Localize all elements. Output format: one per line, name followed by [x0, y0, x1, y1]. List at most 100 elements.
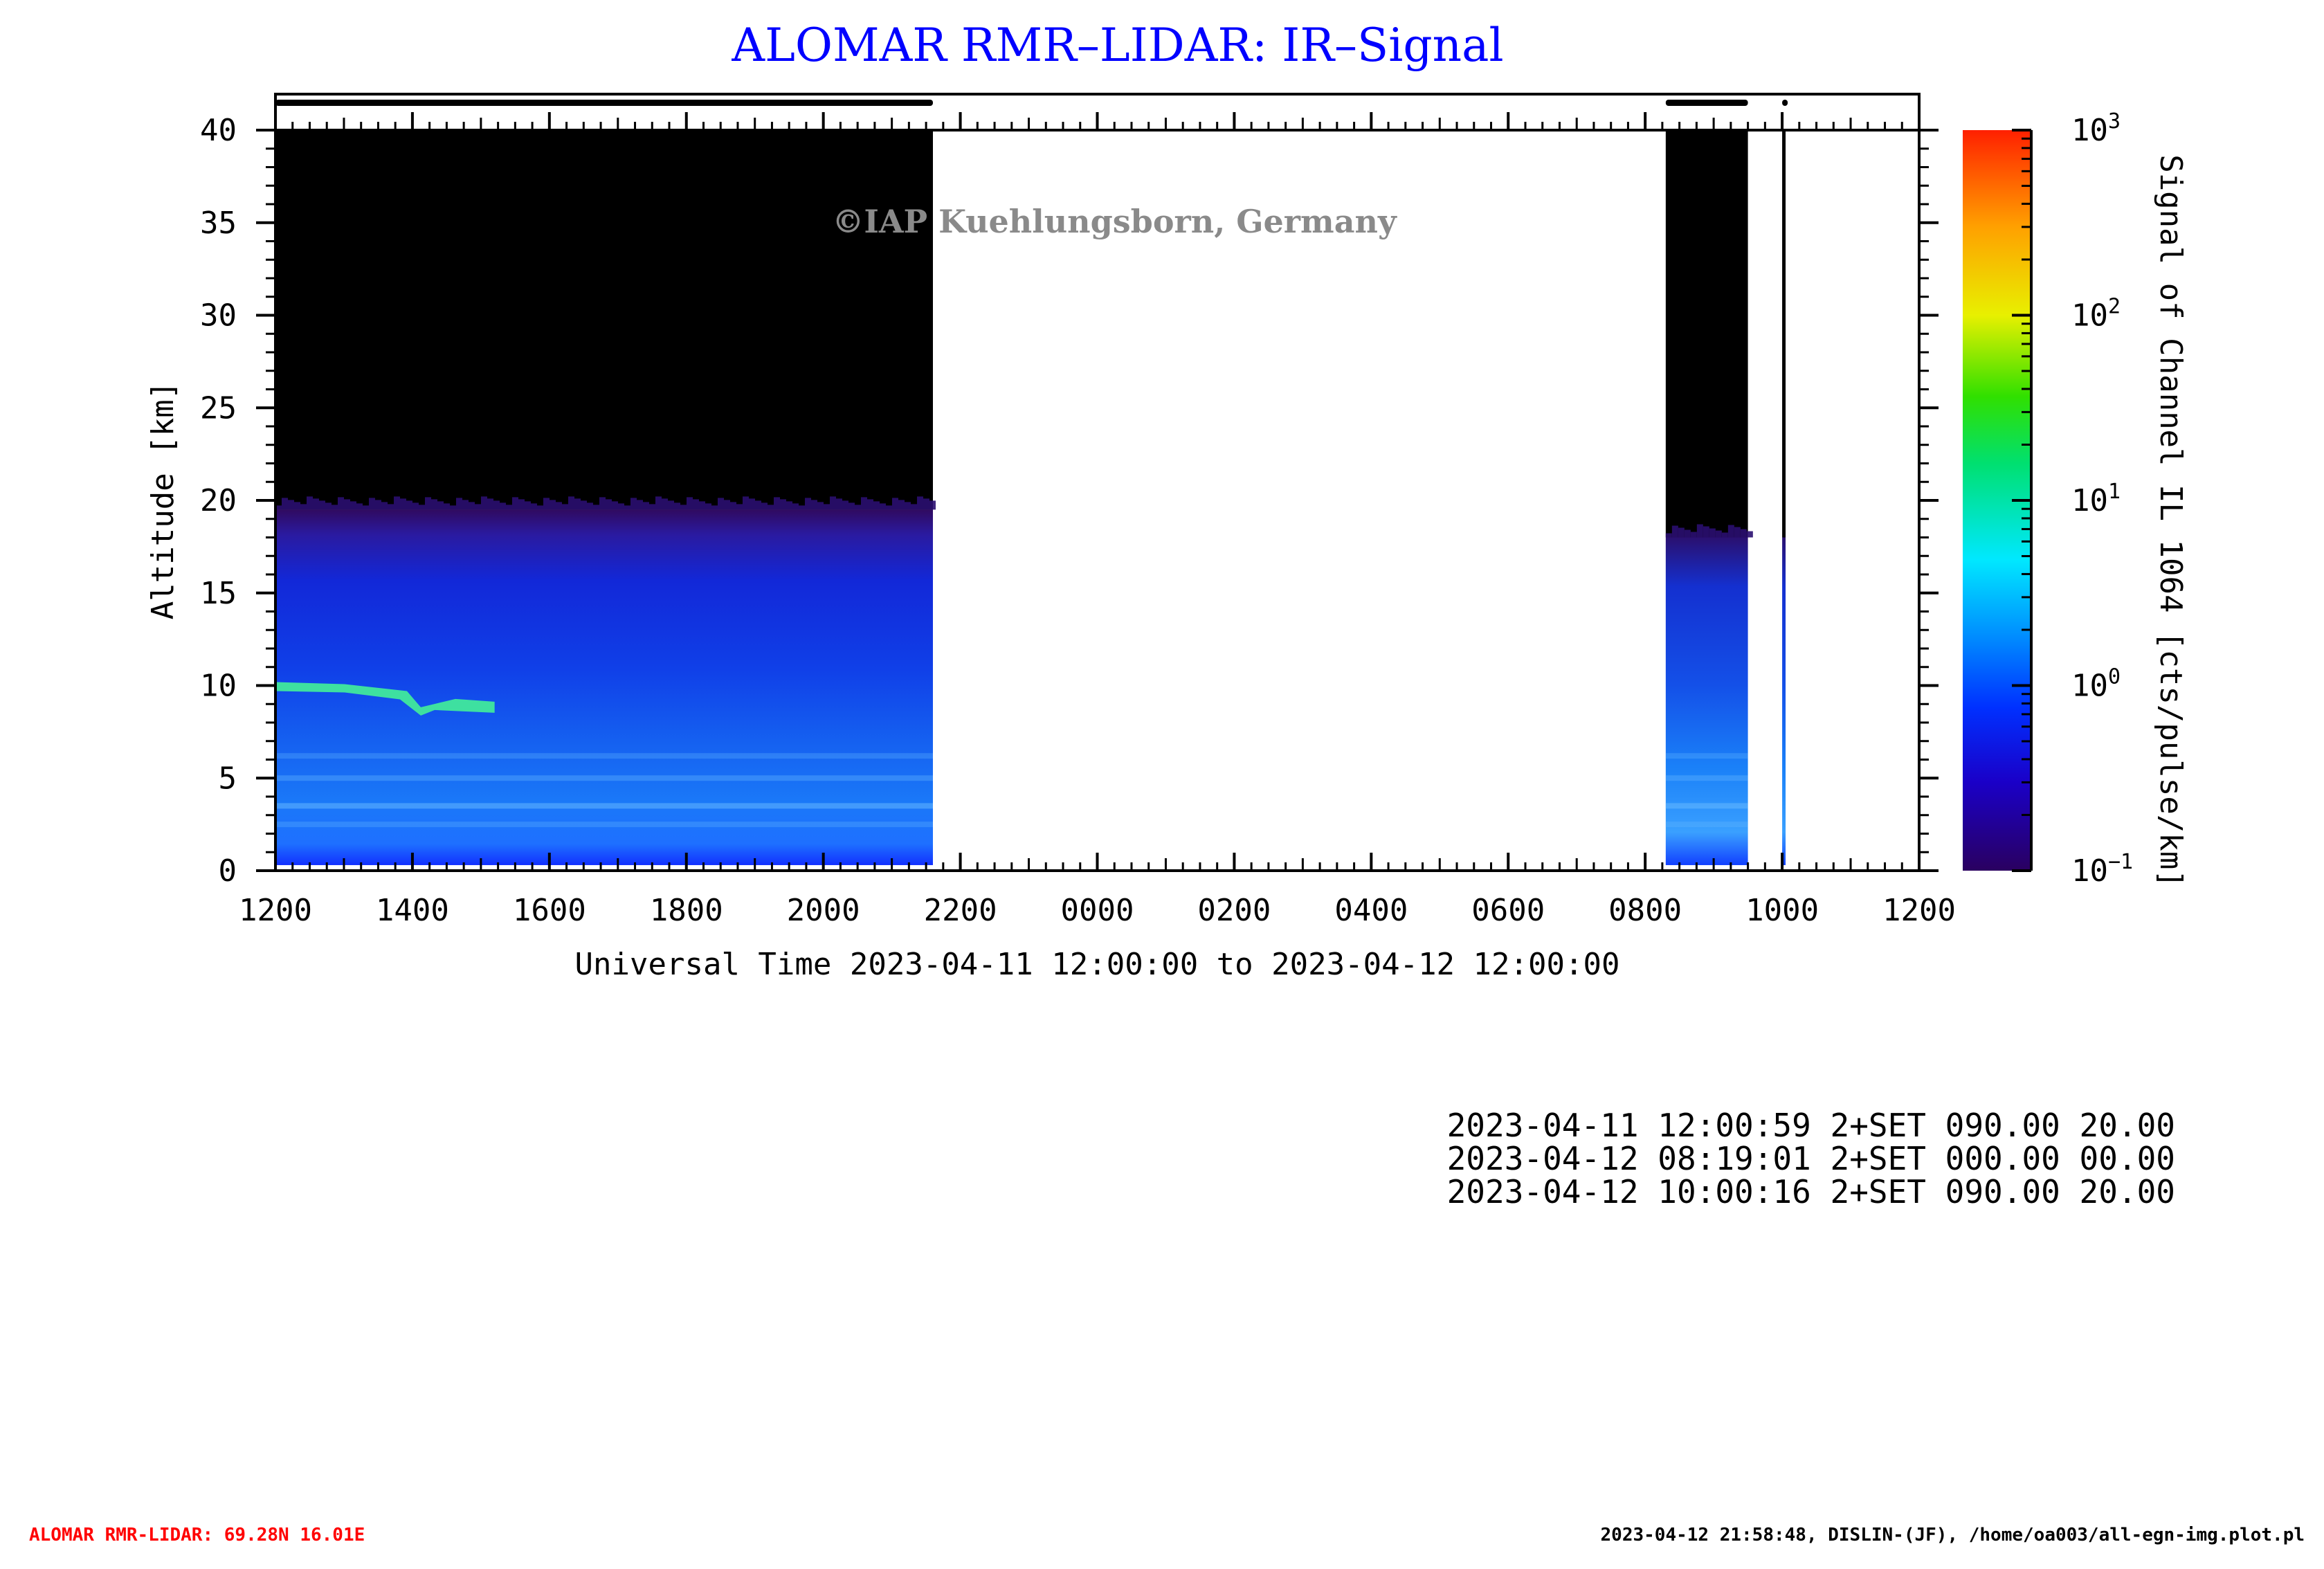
signal-edge [1734, 527, 1741, 538]
signal-edge [668, 500, 674, 510]
signal-edge [662, 498, 668, 510]
measurement-no-signal [1782, 130, 1786, 538]
signal-edge [898, 500, 905, 510]
signal-edge [363, 505, 369, 510]
signal-edge [469, 502, 475, 510]
signal-edge [724, 500, 730, 510]
signal-edge [562, 504, 568, 510]
x-tick-label: 0200 [1197, 893, 1271, 928]
measurement-indicator [1782, 100, 1788, 106]
signal-edge [718, 498, 724, 510]
signal-edge [848, 502, 855, 510]
signal-edge [462, 500, 469, 510]
signal-edge [1690, 532, 1697, 538]
signal-edge [475, 504, 481, 510]
signal-edge [655, 496, 662, 510]
signal-edge [1721, 532, 1728, 538]
signal-edge [419, 505, 425, 510]
signal-edge [325, 502, 332, 510]
signal-edge [836, 498, 842, 510]
x-tick-label: 2000 [787, 893, 860, 928]
chart-title: ALOMAR RMR–LIDAR: IR–Signal [731, 19, 1503, 72]
signal-edge [630, 498, 637, 510]
signal-edge [680, 505, 687, 510]
measurement-signal [1665, 537, 1748, 865]
signal-edge [637, 500, 643, 510]
signal-edge [917, 496, 923, 510]
signal-edge [593, 505, 599, 510]
signal-edge [425, 497, 431, 510]
signal-edge [481, 496, 487, 510]
signal-edge [369, 498, 375, 510]
signal-edge [431, 499, 437, 510]
colorbar: 103 102 101 100 10−1 [1963, 109, 2133, 889]
signal-edge [805, 498, 811, 510]
signal-edge [400, 498, 406, 510]
signal-edge [282, 498, 288, 510]
x-tick-label: 0600 [1471, 893, 1545, 928]
signal-edge [275, 505, 282, 510]
signal-edge [350, 501, 356, 510]
info-line: 2023-04-12 08:19:01 2+SET 000.00 00.00 [1447, 1140, 2175, 1177]
signal-edge [699, 501, 705, 510]
info-line: 2023-04-12 10:00:16 2+SET 090.00 20.00 [1447, 1173, 2175, 1210]
signal-edge [313, 498, 319, 510]
aerosol-layer [1665, 753, 1748, 759]
signal-edge [1671, 525, 1678, 538]
x-axis-label: Universal Time 2023-04-11 12:00:00 to 20… [575, 947, 1620, 982]
aerosol-layer [1665, 775, 1748, 781]
signal-edge [406, 500, 412, 510]
signal-edge [786, 501, 792, 510]
measurement-no-signal [275, 130, 933, 510]
colorbar-tick-label: 10−1 [2071, 850, 2133, 889]
signal-edge [599, 497, 606, 510]
signal-edge [711, 505, 718, 510]
signal-edge [749, 498, 755, 510]
signal-edge [456, 498, 462, 510]
signal-edge [512, 497, 518, 510]
y-axis-label: Altitude [km] [145, 381, 181, 619]
signal-edge [886, 505, 892, 510]
signal-edge [842, 500, 848, 510]
signal-edge [581, 500, 587, 510]
signal-edge [1715, 530, 1722, 538]
y-tick-label: 20 [200, 483, 237, 518]
aerosol-layer [275, 803, 933, 809]
colorbar-tick-label: 101 [2071, 480, 2121, 518]
x-tick-label: 0000 [1061, 893, 1134, 928]
signal-edge [1740, 529, 1747, 538]
x-tick-label: 2200 [924, 893, 997, 928]
aerosol-layer [1665, 822, 1748, 828]
signal-edge [606, 499, 612, 510]
y-tick-label: 15 [200, 576, 237, 611]
measurement-indicator [1665, 100, 1748, 106]
aerosol-layer [275, 775, 933, 781]
signal-edge [1684, 529, 1691, 538]
signal-edge [905, 502, 911, 510]
x-tick-label: 1000 [1745, 893, 1819, 928]
signal-edge [792, 503, 799, 510]
signal-edge [761, 502, 768, 510]
watermark: ©IAP Kuehlungsborn, Germany [832, 203, 1397, 240]
signal-edge [730, 502, 736, 510]
signal-edge [319, 500, 325, 510]
signal-edge [755, 500, 761, 510]
colorbar-label: Signal of Channel IL 1064 [cts/pulse/km] [2153, 154, 2188, 888]
signal-edge [811, 500, 817, 510]
signal-edge [861, 497, 867, 510]
signal-edge [780, 499, 786, 510]
signal-edge [817, 502, 824, 510]
signal-edge [307, 496, 313, 510]
signal-edge [550, 500, 556, 510]
cloud-layer [275, 682, 495, 716]
signal-edge [500, 502, 506, 510]
signal-edge [768, 505, 774, 510]
signal-edge [911, 504, 917, 510]
signal-edge [830, 496, 836, 510]
signal-edge [543, 498, 550, 510]
aerosol-layer [1665, 803, 1748, 809]
signal-edge [388, 504, 394, 510]
signal-edge [375, 500, 381, 510]
signal-edge [1696, 524, 1703, 538]
signal-edge [525, 501, 531, 510]
